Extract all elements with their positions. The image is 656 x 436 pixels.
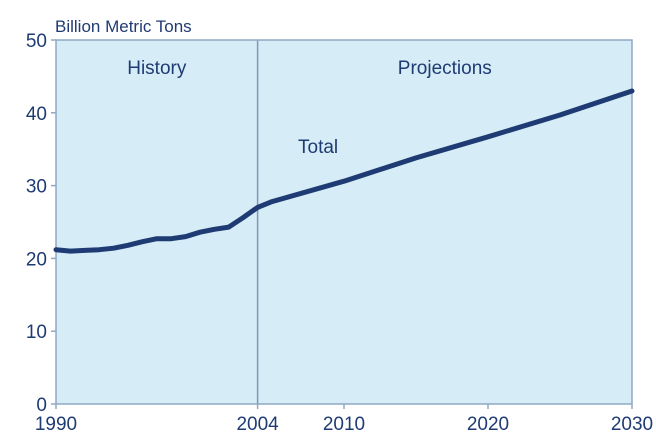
- projections-label: Projections: [398, 58, 492, 79]
- y-tick-label: 20: [26, 249, 47, 270]
- x-tick-label: 2020: [467, 414, 509, 435]
- y-tick-label: 10: [26, 322, 47, 343]
- x-tick-label: 2010: [323, 414, 365, 435]
- y-tick-label: 0: [36, 395, 47, 416]
- series-label-total: Total: [298, 137, 338, 158]
- y-axis-ticks: 0 10 20 30 40 50: [26, 31, 56, 416]
- series-layer: [53, 88, 635, 254]
- x-tick-label: 2030: [611, 414, 653, 435]
- x-tick-label: 1990: [35, 414, 77, 435]
- y-tick-label: 30: [26, 177, 47, 198]
- series-line-total: [53, 88, 635, 254]
- plot-area-background: [56, 40, 632, 404]
- x-tick-label: 2004: [236, 414, 279, 435]
- y-tick-label: 50: [26, 31, 47, 52]
- x-axis-ticks: 1990 2004 2010 2020 2030: [35, 404, 653, 435]
- history-label: History: [127, 58, 187, 79]
- y-axis-label: Billion Metric Tons: [55, 17, 192, 36]
- y-tick-label: 40: [26, 104, 47, 125]
